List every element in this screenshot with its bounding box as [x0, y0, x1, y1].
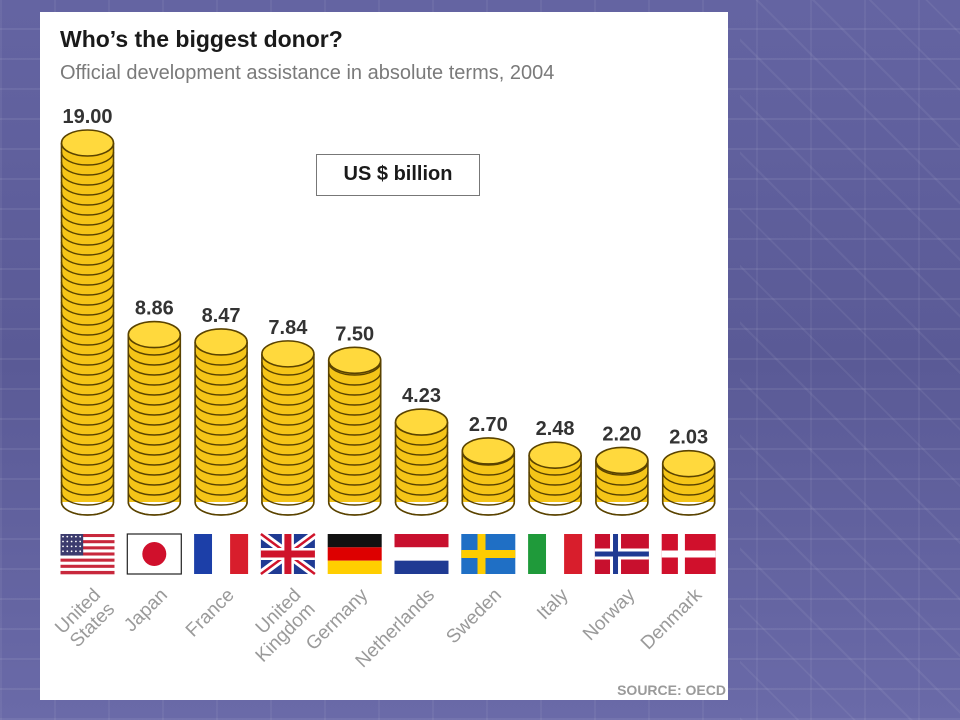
category-label: Norway	[579, 584, 640, 645]
sweden-flag-icon	[461, 534, 516, 574]
value-label: 7.84	[268, 317, 308, 339]
coin-stack-bar	[394, 408, 449, 516]
us-flag-icon	[60, 534, 115, 575]
category-label: Sweden	[442, 585, 505, 648]
chart-title: Who’s the biggest donor?	[60, 26, 343, 52]
category-label: UnitedKingdom	[238, 585, 320, 667]
category-label: France	[182, 585, 239, 642]
chart-panel: Who’s the biggest donor? Official develo…	[40, 12, 728, 700]
value-label: 2.20	[602, 423, 641, 445]
source-note: SOURCE: OECD	[617, 682, 726, 698]
coin-stack-bar	[661, 449, 716, 516]
coin-stack-bar	[194, 328, 248, 516]
value-label: 8.47	[202, 305, 241, 327]
coin-stack-bar	[461, 437, 516, 516]
coin-stack-bar	[261, 340, 315, 516]
denmark-flag-icon	[661, 534, 716, 574]
norway-flag-icon	[594, 534, 649, 574]
coin-bar-chart: 19.00 UnitedStates 8.86 Japan 8.47 France 7.84…	[51, 106, 716, 672]
background-pattern	[740, 0, 960, 720]
category-label: UnitedStates	[51, 585, 119, 653]
japan-flag-icon	[126, 533, 182, 575]
coin-stack-bar	[528, 441, 582, 516]
germany-flag-icon	[327, 534, 382, 574]
netherlands-flag-icon	[394, 534, 449, 574]
value-label: 8.86	[135, 298, 174, 320]
value-label: 2.03	[669, 427, 708, 449]
chart-subtitle: Official development assistance in absol…	[60, 62, 555, 84]
value-label: 4.23	[402, 385, 441, 407]
unit-label: US $ billion	[316, 154, 480, 196]
category-label: Denmark	[637, 584, 707, 654]
italy-flag-icon	[528, 534, 583, 574]
coin-stack-bar	[595, 446, 649, 516]
category-label: Japan	[120, 585, 171, 636]
coin-stack-bar	[327, 346, 382, 516]
uk-flag-icon	[258, 530, 318, 578]
coin-stack-bar	[60, 129, 115, 516]
coin-stack-bar	[127, 320, 182, 516]
france-flag-icon	[194, 534, 249, 574]
value-label: 2.70	[469, 414, 508, 436]
value-label: 2.48	[536, 418, 575, 440]
value-label: 19.00	[62, 106, 112, 128]
category-label: Italy	[533, 584, 573, 624]
value-label: 7.50	[335, 323, 374, 345]
